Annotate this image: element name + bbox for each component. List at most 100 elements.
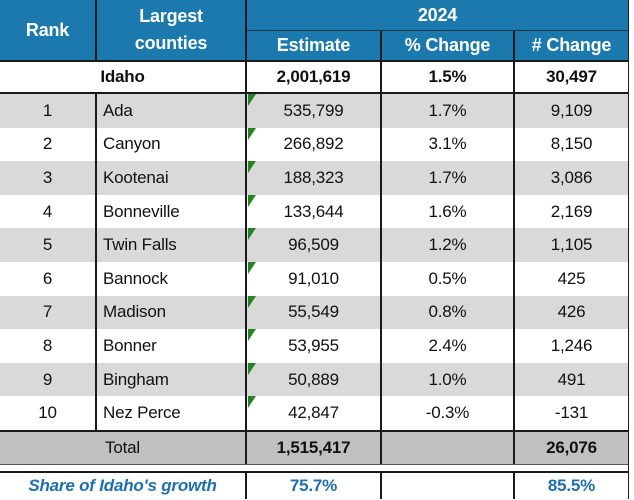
county-row: 8 Bonner 53,955 2.4% 1,246 [0, 329, 628, 363]
county-estimate: 133,644 [283, 201, 344, 221]
county-num-change: -131 [554, 403, 589, 423]
county-estimate-cell[interactable]: 53,955 [247, 329, 382, 363]
county-rank-cell[interactable]: 7 [0, 295, 97, 330]
county-num-change-cell[interactable]: 1,246 [515, 329, 628, 363]
cell-note-indicator-icon [248, 295, 256, 308]
county-rank-cell[interactable]: 6 [0, 261, 97, 296]
county-row: 10 Nez Perce 42,847 -0.3% -131 [0, 396, 628, 430]
state-name-cell[interactable]: Idaho [0, 62, 247, 92]
county-num-change-cell[interactable]: 9,109 [515, 94, 628, 128]
county-row: 6 Bannock 91,010 0.5% 425 [0, 261, 628, 296]
county-estimate-cell[interactable]: 42,847 [247, 396, 382, 430]
county-pct-change-cell[interactable]: 3.1% [382, 127, 515, 162]
county-estimate-cell[interactable]: 55,549 [247, 295, 382, 330]
county-num-change-cell[interactable]: 3,086 [515, 161, 628, 195]
share-num-change-cell[interactable]: 85.5% [515, 473, 628, 499]
header-num-change-cell[interactable]: # Change [515, 31, 628, 60]
header-year-cell[interactable]: 2024 [247, 0, 628, 31]
county-pct-change-cell[interactable]: 1.7% [382, 161, 515, 195]
share-label-cell[interactable]: Share of Idaho's growth [0, 472, 247, 499]
county-num-change: 425 [557, 268, 586, 288]
share-estimate-cell[interactable]: 75.7% [247, 472, 382, 499]
county-pct-change: 1.0% [428, 369, 467, 389]
county-num-change: 426 [557, 302, 586, 322]
county-num-change: 3,086 [550, 167, 593, 187]
county-num-change-cell[interactable]: 426 [515, 296, 628, 330]
county-rank-cell[interactable]: 9 [0, 362, 97, 397]
header-counties-line1: Largest [139, 6, 203, 26]
county-name-cell[interactable]: Bingham [97, 362, 247, 397]
share-pct-change-cell[interactable] [382, 472, 515, 499]
county-name-cell[interactable]: Ada [97, 94, 247, 128]
total-estimate-cell[interactable]: 1,515,417 [247, 431, 382, 464]
county-rank-cell[interactable]: 10 [0, 396, 97, 430]
county-rank-cell[interactable]: 5 [0, 228, 97, 262]
county-estimate-cell[interactable]: 535,799 [247, 94, 382, 128]
county-rank-cell[interactable]: 2 [0, 127, 97, 162]
total-pct-change-cell[interactable] [382, 431, 515, 464]
county-name-cell[interactable]: Bonner [97, 329, 247, 363]
county-estimate-cell[interactable]: 133,644 [247, 194, 382, 229]
header-num-change-label: # Change [531, 35, 612, 55]
county-estimate-cell[interactable]: 50,889 [247, 362, 382, 397]
county-pct-change-cell[interactable]: -0.3% [382, 396, 515, 430]
county-pct-change-cell[interactable]: 0.8% [382, 295, 515, 330]
county-num-change-cell[interactable]: -131 [515, 396, 628, 430]
header-year-label: 2024 [417, 4, 458, 25]
table-header: Rank Largest counties 2024 Estimate % Ch… [0, 0, 628, 62]
header-rank-label: Rank [25, 19, 70, 40]
state-estimate-cell[interactable]: 2,001,619 [247, 62, 382, 92]
state-pct-change: 1.5% [428, 67, 467, 86]
county-rank-cell[interactable]: 1 [0, 94, 97, 128]
state-estimate: 2,001,619 [276, 67, 351, 86]
county-pct-change-cell[interactable]: 1.7% [382, 94, 515, 128]
county-rank: 5 [42, 235, 53, 255]
county-pct-change: 1.6% [428, 201, 467, 221]
county-rows: 1 Ada 535,799 1.7% 9,109 2 Canyon 266,89… [0, 94, 628, 430]
county-estimate: 53,955 [288, 335, 339, 355]
county-rank-cell[interactable]: 8 [0, 329, 97, 363]
county-rank-cell[interactable]: 3 [0, 161, 97, 195]
county-name-cell[interactable]: Bonneville [97, 194, 247, 229]
county-num-change-cell[interactable]: 1,105 [515, 228, 628, 262]
county-name: Bannock [103, 268, 168, 288]
county-pct-change-cell[interactable]: 0.5% [382, 261, 515, 296]
county-pct-change: 0.8% [428, 302, 467, 322]
county-num-change-cell[interactable]: 425 [515, 262, 628, 296]
header-pct-change-label: % Change [404, 35, 491, 55]
county-name-cell[interactable]: Twin Falls [97, 228, 247, 262]
total-label-cell[interactable]: Total [0, 431, 247, 464]
county-estimate-cell[interactable]: 91,010 [247, 261, 382, 296]
total-num-change-cell[interactable]: 26,076 [515, 432, 628, 464]
county-name-cell[interactable]: Nez Perce [97, 396, 247, 430]
header-rank-cell[interactable]: Rank [0, 0, 97, 60]
state-name: Idaho [100, 67, 145, 86]
county-name: Bingham [103, 369, 169, 389]
county-name-cell[interactable]: Kootenai [97, 161, 247, 195]
county-pct-change-cell[interactable]: 1.0% [382, 362, 515, 397]
county-rank-cell[interactable]: 4 [0, 194, 97, 229]
county-estimate-cell[interactable]: 266,892 [247, 127, 382, 162]
header-pct-change-cell[interactable]: % Change [382, 31, 515, 60]
state-num-change-cell[interactable]: 30,497 [515, 62, 628, 92]
county-estimate-cell[interactable]: 188,323 [247, 161, 382, 195]
county-num-change: 8,150 [550, 134, 593, 154]
county-num-change: 9,109 [550, 100, 593, 120]
state-pct-change-cell[interactable]: 1.5% [382, 62, 515, 92]
county-pct-change-cell[interactable]: 1.2% [382, 228, 515, 262]
county-name-cell[interactable]: Madison [97, 295, 247, 330]
county-pct-change-cell[interactable]: 1.6% [382, 194, 515, 229]
county-row: 3 Kootenai 188,323 1.7% 3,086 [0, 161, 628, 195]
county-name: Bonner [103, 335, 157, 355]
county-num-change-cell[interactable]: 491 [515, 363, 628, 397]
county-num-change-cell[interactable]: 2,169 [515, 195, 628, 229]
county-estimate-cell[interactable]: 96,509 [247, 228, 382, 262]
county-name-cell[interactable]: Bannock [97, 261, 247, 296]
county-name-cell[interactable]: Canyon [97, 127, 247, 162]
row-gap [0, 464, 628, 471]
county-num-change-cell[interactable]: 8,150 [515, 128, 628, 162]
county-rank: 10 [38, 403, 57, 423]
header-estimate-cell[interactable]: Estimate [247, 31, 382, 60]
county-pct-change-cell[interactable]: 2.4% [382, 329, 515, 363]
header-counties-cell[interactable]: Largest counties [97, 0, 247, 60]
